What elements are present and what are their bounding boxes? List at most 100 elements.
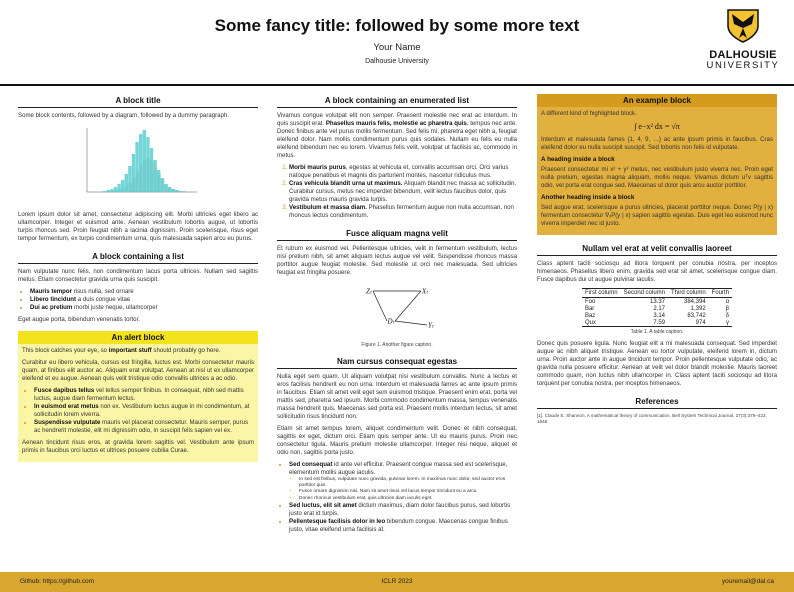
column: A block containing an enumerated list Viv…	[277, 94, 517, 541]
list-lead: Fusce dapibus tellus	[34, 387, 95, 394]
hist-shape	[175, 190, 179, 192]
list-text: a duis congue vitae	[76, 296, 131, 303]
footer-center: ICLR 2023	[381, 578, 413, 585]
bold-run: important stuff	[108, 347, 152, 354]
text-run: Eget augue porta, bibendum venenatis tor…	[18, 316, 140, 323]
block: References [1]. Claude E. Shannon. A math…	[537, 395, 777, 425]
table-caption: Table 1. A table caption.	[630, 329, 684, 335]
table-cell: 7.59	[620, 319, 668, 327]
table-cell: β	[725, 305, 730, 312]
list-item: Dui ac pretium morbi juste neque, ullamc…	[30, 304, 258, 312]
block: A block title Some block contents, follow…	[18, 94, 258, 243]
figure-caption: Figure 1. Another figure caption.	[361, 342, 433, 348]
hist-shape	[117, 184, 121, 192]
block-body: This block catches your eye, so importan…	[18, 344, 258, 462]
hist-shape	[178, 191, 182, 192]
block-title: A block containing a list	[18, 250, 258, 264]
hist-shape	[113, 187, 118, 192]
list-lead: Dui ac pretium	[30, 304, 73, 311]
table-cell: γ	[708, 319, 733, 327]
hist-shape	[131, 154, 136, 192]
list-item: Fusce dapibus tellus vel tellus semper f…	[34, 387, 254, 403]
block: A block containing a list Nam vulputate n…	[18, 250, 258, 324]
text-run: , tempus nec ante. Donec finibus ante ve…	[277, 120, 517, 159]
table-cell: 13.37	[649, 298, 665, 305]
paragraph: Etiam sit amet tempus lorem, aliquet con…	[277, 425, 517, 457]
diagram-arrow	[394, 320, 428, 326]
list-text: bibendum congue. Maecenas congue finibus…	[289, 517, 508, 533]
diagram-label: Zₜ	[366, 288, 373, 296]
list-item: Pellentesque facilisis dolor in leo bibe…	[289, 518, 517, 534]
diagram-label: Dₜ	[386, 318, 395, 326]
paragraph: Some block contents, followed by a diagr…	[18, 112, 258, 120]
hist-shape	[103, 191, 107, 192]
text-run: Class aptent taciti sociosqu ad litora t…	[537, 260, 777, 283]
list-lead: Mauris tempor	[30, 288, 72, 295]
list-item: Suspendisse vulputate mauris vel placera…	[34, 419, 254, 435]
paragraph: Curabitur eu libero vehicula, cursus est…	[22, 359, 254, 383]
list-text: vel tellus semper finibus. In consequat,…	[34, 387, 244, 402]
bold-run: Phasellus mauris felis, molestie ac phar…	[325, 120, 467, 127]
table-cell: α	[725, 298, 730, 305]
list-item: Morbi mauris purus, egestas at vehicula …	[289, 164, 517, 180]
paragraph: Vivamus congue volutpat elit non semper.…	[277, 112, 517, 160]
table-row: Foo 13.37 384,394 α	[582, 298, 732, 306]
text-run: Et rutrum ex euismod vel. Pellentesque u…	[277, 245, 517, 276]
hist-shape	[135, 142, 139, 192]
header-rule	[0, 84, 794, 86]
text-run: should probably go here.	[151, 347, 221, 354]
logo-name: DALHOUSIE	[709, 49, 777, 61]
paragraph: Lorem ipsum dolor sit amet, consectetur …	[18, 211, 258, 243]
list-lead: Vestibulum et massa diam.	[289, 204, 367, 211]
text-run: This block catches your eye, so	[22, 347, 109, 354]
hist-shape	[124, 174, 128, 192]
paragraph: Nam vulputate nunc felis, non condimentu…	[18, 268, 258, 284]
block: An example block A different kind of high…	[537, 94, 777, 235]
affiliation: Dalhousie University	[365, 58, 429, 65]
hist-shape	[153, 160, 157, 192]
logo: DALHOUSIE UNIVERSITY	[700, 8, 786, 71]
list-text: id ante vel efficitur. Praesent congue m…	[289, 461, 508, 476]
hist-shape	[121, 180, 125, 192]
block-body: Vivamus congue volutpat elit non semper.…	[277, 112, 517, 220]
list-item: Vestibulum et massa diam. Phasellus ferm…	[289, 204, 517, 220]
text-run: Nam vulputate nunc felis, non condimentu…	[18, 268, 258, 283]
block-title: References	[537, 395, 777, 409]
block-body: [1]. Claude E. Shannon. A mathematical t…	[537, 413, 777, 425]
hist-shape	[164, 184, 168, 192]
hist-shape	[142, 130, 146, 192]
table-cell: 2.17	[653, 305, 665, 312]
block-body: A different kind of highlighted block. ∫ …	[537, 107, 777, 235]
text-run: Sed augue erat, scelerisque a purus ultr…	[541, 204, 773, 227]
hist-shape	[182, 191, 186, 192]
list-lead: Morbi mauris purus	[289, 164, 346, 171]
table-cell: δ	[725, 312, 730, 319]
list-text: mauris vel placerat consectetur. Mauris …	[34, 419, 249, 434]
table-cell: 384,394	[683, 298, 706, 305]
diagram-label: Yₜ	[428, 322, 435, 330]
list-lead: In euismod erat metus	[34, 403, 99, 410]
table-cell: 1,392	[690, 305, 706, 312]
author: Your Name	[373, 42, 421, 53]
list-item: Sed consequat id ante vel efficitur. Pra…	[289, 461, 517, 502]
block-title: An example block	[537, 94, 777, 107]
paragraph: Et rutrum ex euismod vel. Pellentesque u…	[277, 245, 517, 277]
block: Nullam vel erat at velit convallis laore…	[537, 242, 777, 388]
block-heading: A heading inside a block	[541, 156, 615, 163]
block-body: Class aptent taciti sociosqu ad litora t…	[537, 260, 777, 388]
hist-shape	[106, 190, 110, 192]
paragraph: Nulla eget sem quam. Ut aliquam volutpat…	[277, 373, 517, 421]
list-item: Sed luctus, elit sit amet dictum maximus…	[289, 502, 517, 518]
logo-subtitle: UNIVERSITY	[706, 60, 780, 71]
column: A block title Some block contents, follow…	[18, 94, 258, 469]
block-body: Et rutrum ex euismod vel. Pellentesque u…	[277, 245, 517, 348]
list-text: dictum maximus, diam dolor faucibus puru…	[289, 501, 511, 517]
figure	[18, 124, 258, 207]
table-cell: 83,742	[687, 312, 706, 319]
list-item: Libero tincidunt a duis congue vitae	[30, 296, 258, 304]
hist-shape	[146, 137, 150, 192]
bullet-list: Fusce dapibus tellus vel tellus semper f…	[22, 387, 254, 435]
sub-list: In sed est finibus, vulputate nunc gravi…	[289, 477, 517, 502]
paragraph: Donec quis posuere ligula. Nunc feugiat …	[537, 340, 777, 388]
